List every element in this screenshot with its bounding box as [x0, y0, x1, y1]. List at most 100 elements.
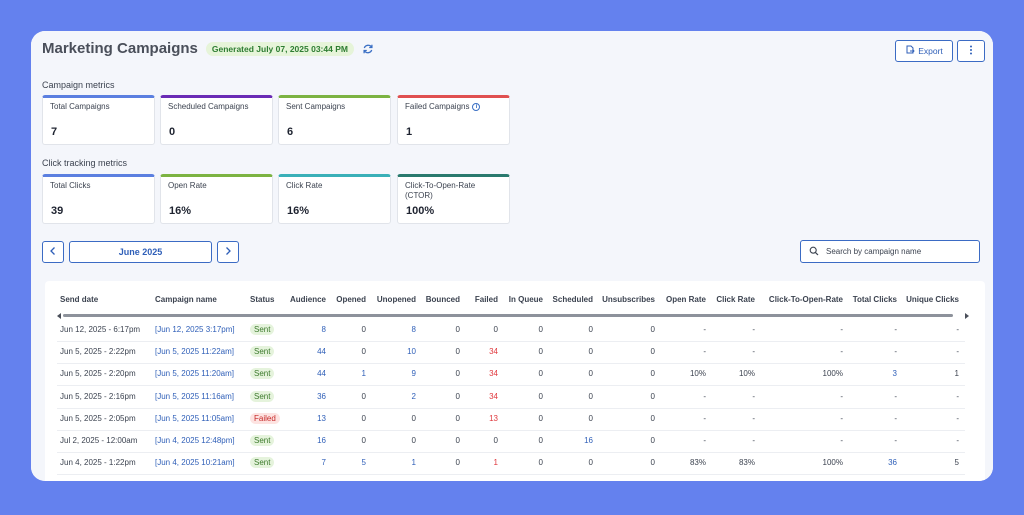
- scheduled-campaigns-card: Scheduled Campaigns 0: [160, 95, 273, 145]
- card-label: Open Rate: [168, 181, 207, 190]
- column-header-open-rate[interactable]: Open Rate: [665, 295, 706, 304]
- cell-unique-clicks: 1: [954, 369, 959, 379]
- column-header-click-rate[interactable]: Click Rate: [716, 295, 755, 304]
- open-rate-card: Open Rate 16%: [160, 174, 273, 224]
- column-header-campaign-name[interactable]: Campaign name: [155, 295, 217, 304]
- cell-failed[interactable]: 34: [489, 347, 498, 357]
- click-rate-card: Click Rate 16%: [278, 174, 391, 224]
- cell-total-clicks: -: [894, 413, 897, 423]
- more-options-button[interactable]: [957, 40, 985, 62]
- column-header-send-date[interactable]: Send date: [60, 295, 99, 304]
- column-header-failed[interactable]: Failed: [474, 295, 498, 304]
- cell-in-queue: 0: [538, 391, 543, 401]
- cell-opened: 0: [361, 347, 366, 357]
- cell-unopened[interactable]: 8: [411, 325, 416, 334]
- cell-unopened[interactable]: 9: [411, 369, 416, 379]
- cell-open-rate: 10%: [689, 369, 706, 379]
- scroll-right-arrow-icon[interactable]: [965, 313, 969, 319]
- cell-campaign-name[interactable]: [Jun 5, 2025 11:16am]: [155, 391, 235, 401]
- campaigns-table: Send date Campaign name Status Audience Open…: [45, 281, 985, 481]
- table-row[interactable]: Jun 5, 2025 - 2:22pm [Jun 5, 2025 11:22am…: [45, 346, 985, 360]
- column-header-unopened[interactable]: Unopened: [376, 295, 416, 304]
- cell-click-rate: -: [752, 325, 755, 334]
- cell-failed[interactable]: 34: [489, 369, 498, 379]
- column-header-opened[interactable]: Opened: [336, 295, 366, 304]
- table-row[interactable]: Jun 5, 2025 - 2:20pm [Jun 5, 2025 11:20am…: [45, 368, 985, 382]
- cell-ctor: -: [840, 347, 843, 357]
- column-header-status[interactable]: Status: [250, 295, 275, 304]
- cell-opened[interactable]: 1: [361, 369, 366, 379]
- chevron-left-icon: [49, 243, 57, 261]
- status-badge: Sent: [250, 324, 275, 335]
- column-header-unsubscribes[interactable]: Unsubscribes: [602, 295, 655, 304]
- cell-campaign-name[interactable]: [Jun 4, 2025 12:48pm]: [155, 436, 235, 445]
- cell-audience[interactable]: 44: [317, 369, 326, 379]
- status-badge: Sent: [250, 457, 275, 469]
- cell-audience[interactable]: 44: [317, 347, 326, 357]
- cell-failed: 0: [493, 325, 498, 334]
- export-icon: [905, 45, 915, 57]
- chevron-right-icon: [224, 243, 232, 261]
- cell-campaign-name[interactable]: [Jun 12, 2025 3:17pm]: [155, 325, 235, 334]
- cell-failed[interactable]: 1: [493, 458, 498, 468]
- cell-opened[interactable]: 5: [361, 458, 366, 468]
- column-header-in-queue[interactable]: In Queue: [508, 295, 543, 304]
- cell-campaign-name[interactable]: [Jun 5, 2025 11:22am]: [155, 347, 235, 357]
- table-row[interactable]: Jun 4, 2025 - 1:22pm [Jun 4, 2025 10:21am…: [45, 457, 985, 471]
- cell-total-clicks[interactable]: 3: [892, 369, 897, 379]
- refresh-icon[interactable]: [362, 43, 374, 55]
- horizontal-scrollbar[interactable]: [57, 313, 969, 319]
- column-header-total-clicks[interactable]: Total Clicks: [852, 295, 897, 304]
- cell-send-date: Jun 5, 2025 - 2:05pm: [60, 413, 136, 423]
- cell-audience[interactable]: 7: [321, 458, 326, 468]
- cell-unopened[interactable]: 1: [411, 458, 416, 468]
- failed-campaigns-card: Failed Campaigns i 1: [397, 95, 510, 145]
- cell-audience[interactable]: 8: [321, 325, 326, 334]
- cell-send-date: Jun 4, 2025 - 1:22pm: [60, 458, 136, 468]
- scroll-left-arrow-icon[interactable]: [57, 313, 61, 319]
- cell-unique-clicks: -: [956, 436, 959, 445]
- cell-unopened[interactable]: 10: [407, 347, 416, 357]
- cell-failed[interactable]: 34: [489, 391, 498, 401]
- table-row[interactable]: Jul 2, 2025 - 12:00am [Jun 4, 2025 12:48p…: [45, 435, 985, 449]
- cell-campaign-name[interactable]: [Jun 5, 2025 11:20am]: [155, 369, 235, 379]
- cell-status: Sent: [250, 435, 290, 447]
- cell-scheduled[interactable]: 16: [584, 436, 593, 445]
- table-header-row: Send date Campaign name Status Audience Open…: [45, 294, 985, 308]
- card-value: 16%: [169, 205, 192, 217]
- column-header-audience[interactable]: Audience: [289, 295, 326, 304]
- cell-opened: 0: [361, 325, 366, 334]
- card-value: 16%: [287, 205, 310, 217]
- cell-campaign-name[interactable]: [Jun 5, 2025 11:05am]: [155, 413, 235, 423]
- cell-audience[interactable]: 36: [317, 391, 326, 401]
- scroll-thumb[interactable]: [63, 314, 953, 317]
- cell-scheduled: 0: [588, 413, 593, 423]
- month-selector[interactable]: June 2025: [69, 241, 212, 263]
- cell-campaign-name[interactable]: [Jun 4, 2025 10:21am]: [155, 458, 235, 468]
- cell-click-rate: -: [752, 347, 755, 357]
- total-campaigns-card: Total Campaigns 7: [42, 95, 155, 145]
- next-month-button[interactable]: [217, 241, 239, 263]
- cell-audience[interactable]: 16: [317, 436, 326, 445]
- table-row[interactable]: Jun 5, 2025 - 2:16pm [Jun 5, 2025 11:16am…: [45, 390, 985, 405]
- card-label: Failed Campaigns: [405, 102, 470, 111]
- column-header-bounced[interactable]: Bounced: [425, 295, 460, 304]
- cell-unsubscribes: 0: [650, 436, 655, 445]
- status-badge: Failed: [250, 412, 280, 424]
- column-header-unique-clicks[interactable]: Unique Clicks: [906, 295, 959, 304]
- cell-unopened[interactable]: 2: [411, 391, 416, 401]
- export-button[interactable]: Export: [895, 40, 953, 62]
- table-row[interactable]: Jun 5, 2025 - 2:05pm [Jun 5, 2025 11:05am…: [45, 412, 985, 427]
- cell-in-queue: 0: [538, 458, 543, 468]
- cell-bounced: 0: [455, 436, 460, 445]
- cell-failed[interactable]: 13: [489, 413, 498, 423]
- column-header-ctor[interactable]: Click-To-Open-Rate: [768, 295, 843, 304]
- prev-month-button[interactable]: [42, 241, 64, 263]
- cell-audience[interactable]: 13: [317, 413, 326, 423]
- table-row[interactable]: Jun 12, 2025 - 6:17pm [Jun 12, 2025 3:17p…: [45, 324, 985, 338]
- info-icon[interactable]: i: [472, 103, 481, 111]
- cell-bounced: 0: [455, 391, 460, 401]
- cell-total-clicks[interactable]: 36: [888, 458, 897, 468]
- column-header-scheduled[interactable]: Scheduled: [552, 295, 593, 304]
- search-input[interactable]: [826, 247, 966, 256]
